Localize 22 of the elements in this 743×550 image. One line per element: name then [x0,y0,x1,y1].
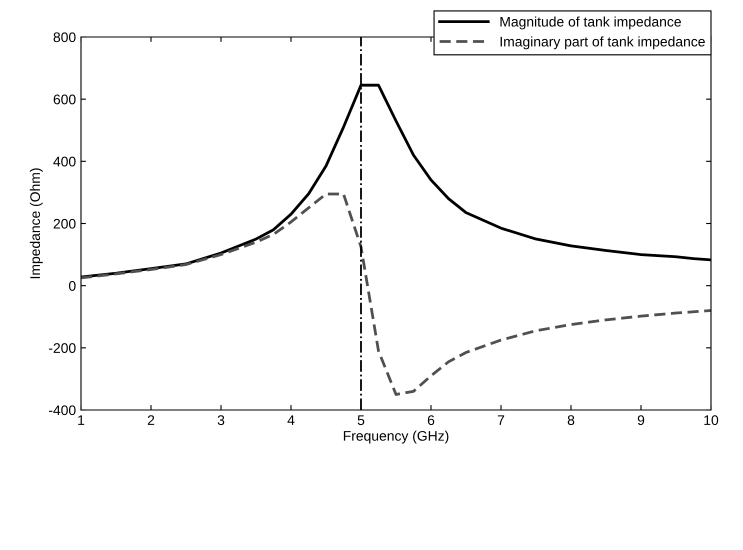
y-tick-label: 0 [68,281,76,291]
y-axis-title: Impedance (Ohm) [30,168,43,278]
y-tick-label: 800 [54,32,76,42]
line-series [81,192,711,396]
x-tick-label: 4 [287,415,294,425]
legend-label: Imaginary part of tank impedance [500,36,705,50]
x-tick-label: 8 [568,415,574,426]
x-tick-label: 2 [148,415,154,425]
x-tick-label: 9 [638,415,644,426]
x-axis-title: Frequency (GHz) [344,430,448,444]
y-tick-label: 400 [53,156,76,167]
y-tick-label: 600 [54,94,76,104]
x-tick-label: 5 [358,415,364,426]
x-tick-label: 3 [218,415,224,426]
y-tick-label: 200 [54,218,76,229]
y-tick-label: -400 [48,405,76,416]
x-tick-label: 10 [704,415,718,426]
y-tick-label: -200 [48,343,76,354]
legend-label: Magnitude of tank impedance [500,16,681,30]
x-tick-label: 1 [78,415,84,425]
x-tick-label: 6 [428,415,434,426]
x-tick-label: 7 [498,415,504,425]
